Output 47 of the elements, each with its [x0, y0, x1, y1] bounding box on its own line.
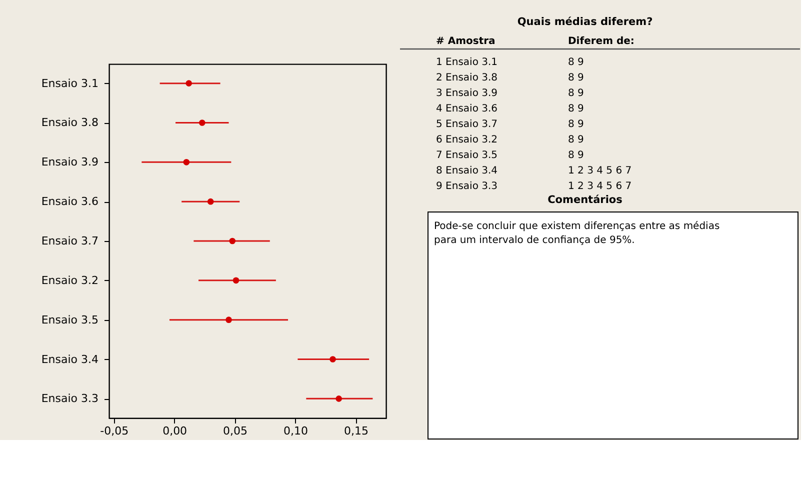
- text: 1 2 3 4 5 6 7: [568, 166, 632, 176]
- x-tick-label: 0,00: [162, 424, 188, 438]
- y-tick-label: Ensaio 3.9: [41, 156, 98, 169]
- text: Quais médias diferem?: [517, 16, 653, 28]
- text: 6 Ensaio 3.2: [436, 134, 498, 146]
- y-tick-label: Ensaio 3.4: [41, 352, 98, 366]
- x-tick-label: 0,15: [344, 424, 369, 438]
- text: 1 Ensaio 3.1: [436, 57, 498, 68]
- text: 8 9: [568, 150, 584, 161]
- text: para um intervalo de confiança de 95%.: [434, 235, 635, 246]
- x-tick-label: 0,10: [284, 424, 308, 438]
- text: 1 2 3 4 5 6 7: [568, 181, 632, 192]
- y-tick-label: Ensaio 3.7: [41, 234, 98, 248]
- text: 4 Ensaio 3.6: [436, 104, 498, 114]
- y-tick-label: Ensaio 3.3: [41, 392, 98, 406]
- text: Pode-se concluir que existem diferenças entre as médias: [434, 221, 720, 232]
- x-tick-label: -0,05: [100, 424, 129, 438]
- point: [183, 159, 190, 166]
- point: [336, 396, 342, 402]
- text: 8 9: [568, 57, 584, 68]
- text: 2 Ensaio 3.8: [436, 72, 498, 84]
- point: [229, 238, 236, 244]
- y-tick-label: Ensaio 3.8: [41, 116, 98, 130]
- x-tick-label: 0,05: [223, 424, 248, 438]
- text: 8 9: [568, 134, 584, 146]
- point: [207, 198, 214, 205]
- text: 9 Ensaio 3.3: [436, 181, 498, 192]
- point: [226, 316, 232, 323]
- point: [232, 277, 240, 284]
- text: 8 9: [568, 88, 584, 99]
- text: 3 Ensaio 3.9: [436, 88, 498, 99]
- y-tick-label: Ensaio 3.1: [41, 76, 98, 90]
- point: [198, 120, 206, 126]
- y-tick-label: Ensaio 3.5: [41, 313, 98, 326]
- text: 8 9: [568, 72, 584, 84]
- text: # Amostra: [436, 36, 496, 47]
- text: 8 9: [568, 104, 584, 114]
- point: [330, 356, 336, 362]
- text: 7 Ensaio 3.5: [436, 150, 498, 161]
- text: Comentários: [548, 194, 622, 206]
- text: 8 Ensaio 3.4: [436, 166, 498, 176]
- y-tick-label: Ensaio 3.2: [41, 274, 98, 287]
- y-tick-label: Ensaio 3.6: [41, 195, 98, 208]
- text: 8 9: [568, 119, 584, 130]
- point: [186, 80, 192, 86]
- text: 5 Ensaio 3.7: [436, 119, 498, 130]
- text: Diferem de:: [568, 36, 634, 47]
